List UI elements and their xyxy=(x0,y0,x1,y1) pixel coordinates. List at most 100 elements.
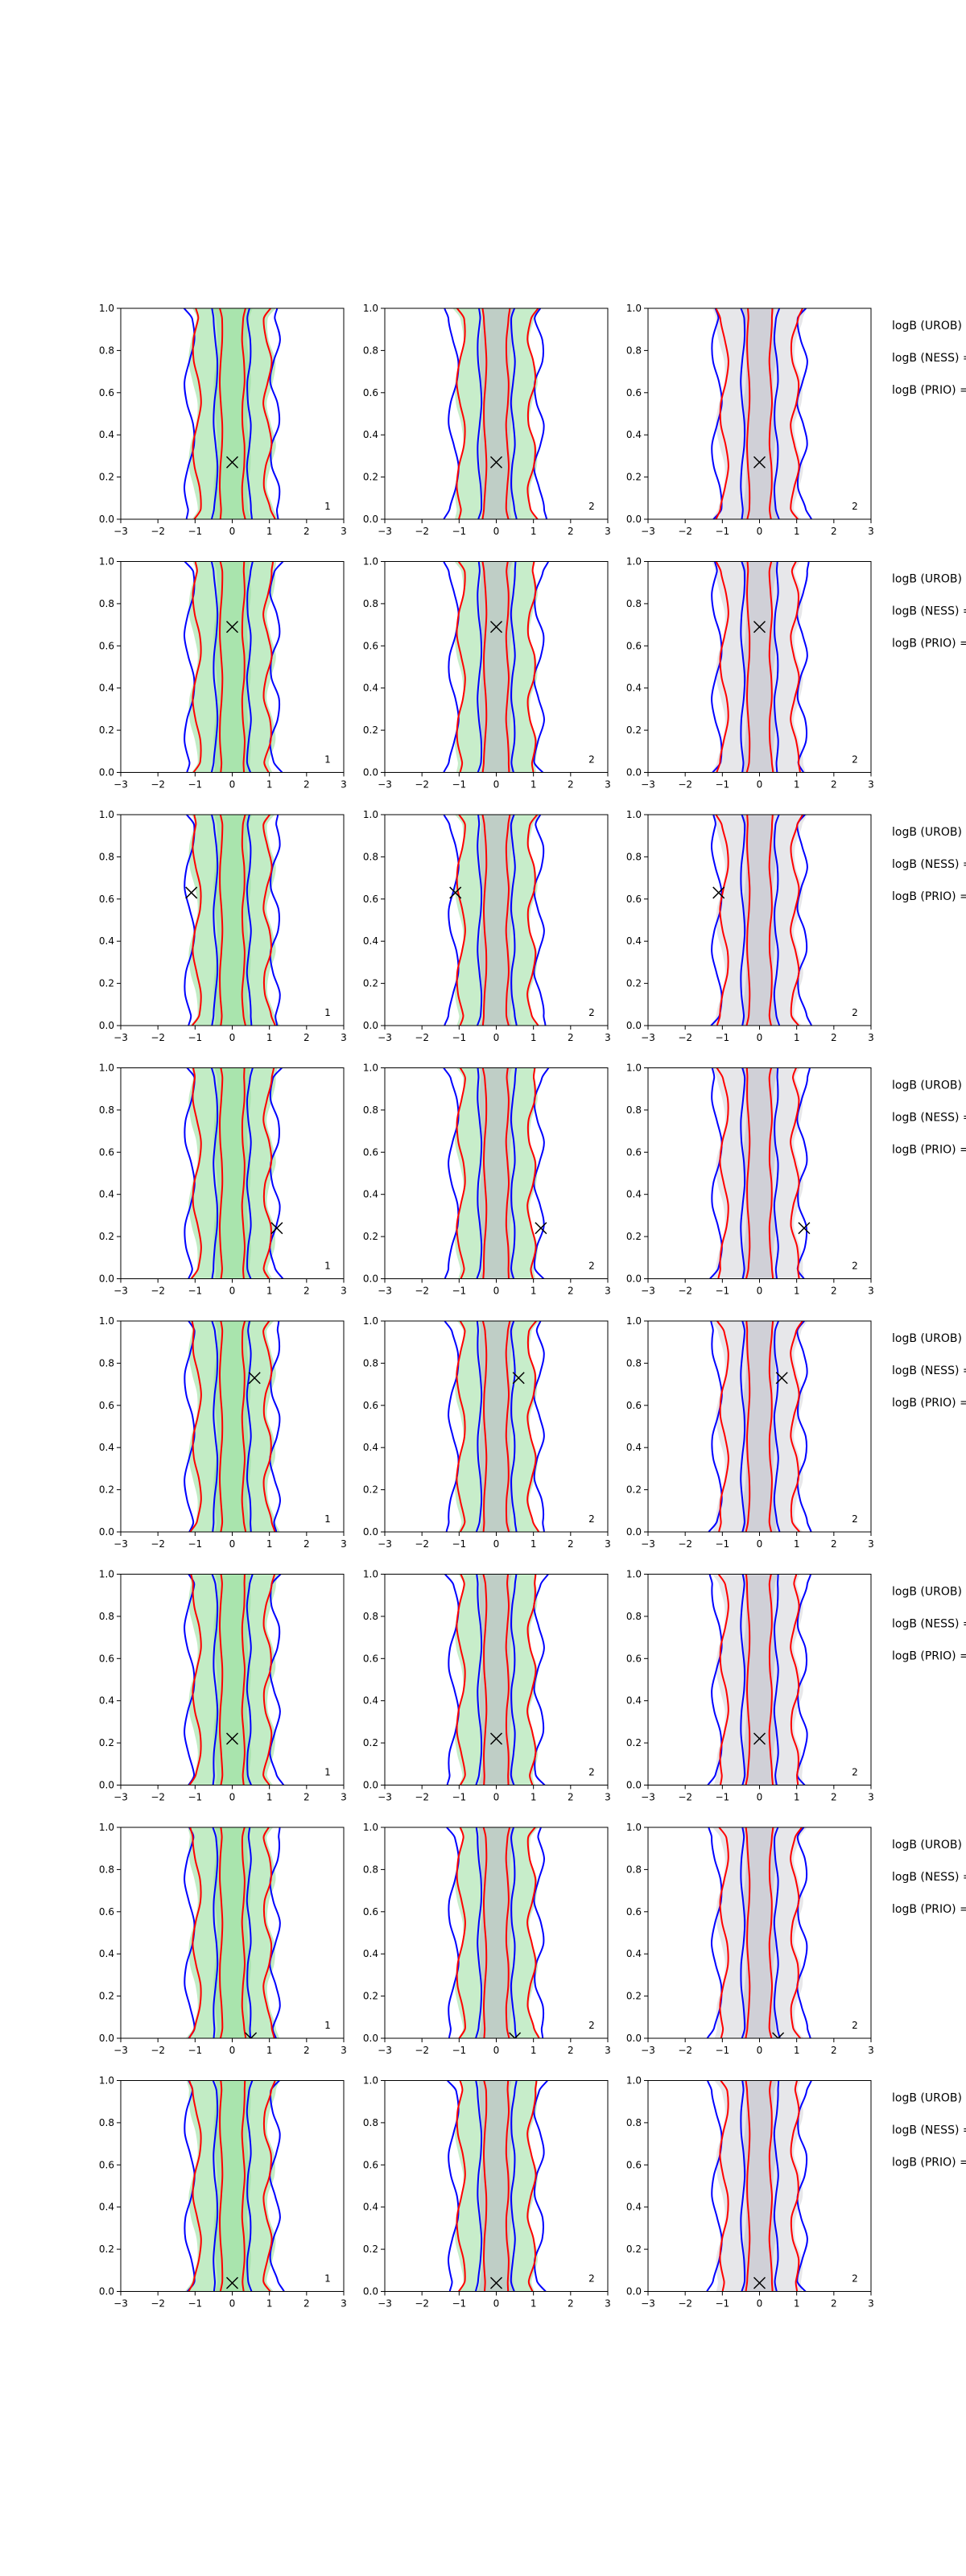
y-tick-label: 0.6 xyxy=(99,1146,114,1158)
panel-number: 1 xyxy=(324,1007,331,1018)
plot-area xyxy=(184,1067,284,1279)
y-tick-label: 0.4 xyxy=(626,1189,642,1200)
panel-r7-c2: −3 −2 −1 0 1 2 3 0.0 0.2 0.4 0.6 0.8 1.0 2 xyxy=(363,1822,611,2056)
y-tick-label: 0.6 xyxy=(99,2159,114,2170)
x-tick-label: −2 xyxy=(151,526,165,537)
y-tick-label: 0.0 xyxy=(626,1274,642,1285)
panel-number: 1 xyxy=(324,754,331,766)
x-tick-label: −3 xyxy=(114,526,128,537)
y-axis: 0.0 0.2 0.4 0.6 0.8 1.0 xyxy=(363,2075,385,2297)
plot-area xyxy=(442,1067,550,1279)
red-contour-outer xyxy=(456,815,539,1026)
x-tick-label: 0 xyxy=(757,2298,763,2310)
marker-x xyxy=(775,1372,788,1385)
x-tick-label: −1 xyxy=(452,2045,466,2056)
blue-contour-outer xyxy=(443,561,550,773)
logB-label: logB (UROB) = xyxy=(892,2092,966,2105)
x-tick-label: −3 xyxy=(114,779,128,791)
logB-label: logB (PRIO) = xyxy=(892,890,966,903)
red-contour-inner xyxy=(219,1827,247,2038)
x-axis: −3 −2 −1 0 1 2 3 xyxy=(378,1278,611,1297)
panel-number: 1 xyxy=(324,501,331,512)
blue-contour-outer xyxy=(443,815,547,1026)
x-tick-label: −2 xyxy=(678,1538,692,1550)
x-axis: −3 −2 −1 0 1 2 3 xyxy=(641,2038,874,2056)
marker-x xyxy=(753,2277,766,2289)
x-tick-label: −3 xyxy=(378,2298,392,2310)
density-fill-inner xyxy=(742,1827,777,2038)
x-tick-label: −1 xyxy=(452,1032,466,1043)
x-tick-label: −1 xyxy=(715,1538,729,1550)
x-axis: −3 −2 −1 0 1 2 3 xyxy=(378,1785,611,1803)
y-tick-label: 0.0 xyxy=(363,2033,378,2044)
x-tick-label: −2 xyxy=(678,2045,692,2056)
x-tick-label: −3 xyxy=(114,1538,128,1550)
red-contour-outer xyxy=(456,2080,538,2292)
panel-number: 2 xyxy=(588,754,595,766)
x-tick-label: −3 xyxy=(378,1032,392,1043)
x-tick-label: 1 xyxy=(794,1538,800,1550)
x-tick-label: 3 xyxy=(605,1792,611,1803)
y-axis: 0.0 0.2 0.4 0.6 0.8 1.0 xyxy=(99,1569,121,1791)
x-tick-label: 1 xyxy=(794,2045,800,2056)
y-tick-label: 1.0 xyxy=(363,556,378,568)
y-tick-label: 0.6 xyxy=(626,894,642,905)
plot-area xyxy=(184,1321,282,1532)
x-tick-label: −3 xyxy=(378,1286,392,1297)
panel-r7-c3: −3 −2 −1 0 1 2 3 0.0 0.2 0.4 0.6 0.8 1.0 2 xyxy=(626,1822,874,2056)
y-tick-label: 0.8 xyxy=(626,2117,642,2128)
panel-number: 1 xyxy=(324,2020,331,2031)
y-tick-label: 1.0 xyxy=(626,1569,642,1580)
x-tick-label: −1 xyxy=(188,1286,202,1297)
x-tick-label: −2 xyxy=(678,1286,692,1297)
blue-contour-inner xyxy=(740,1067,779,1279)
x-tick-label: 1 xyxy=(530,2298,537,2310)
x-tick-label: 2 xyxy=(831,526,837,537)
x-tick-label: 0 xyxy=(229,1286,236,1297)
y-axis: 0.0 0.2 0.4 0.6 0.8 1.0 xyxy=(626,809,648,1031)
x-tick-label: 3 xyxy=(868,526,874,537)
x-tick-label: −3 xyxy=(114,1792,128,1803)
logB-label: logB (UROB) = xyxy=(892,1586,966,1599)
logB-label: logB (NESS) = xyxy=(892,2124,966,2137)
panel-r5-c1: −3 −2 −1 0 1 2 3 0.0 0.2 0.4 0.6 0.8 1.0 1 xyxy=(99,1315,347,1550)
row-3: −3 −2 −1 0 1 2 3 0.0 0.2 0.4 0.6 0.8 1.0 1 −3 −2 −1 0 1 2 3 0… xyxy=(99,809,966,1043)
y-tick-label: 0.6 xyxy=(626,1906,642,1918)
plot-area xyxy=(183,561,284,773)
y-tick-label: 0.2 xyxy=(363,1737,378,1748)
y-tick-label: 1.0 xyxy=(99,1569,114,1580)
x-tick-label: 1 xyxy=(530,1032,537,1043)
y-tick-label: 0.0 xyxy=(363,1274,378,1285)
y-tick-label: 0.2 xyxy=(626,978,642,989)
panel-number: 2 xyxy=(588,501,595,512)
x-tick-label: −1 xyxy=(715,779,729,791)
panel-number: 2 xyxy=(588,1261,595,1272)
y-tick-label: 1.0 xyxy=(626,303,642,314)
x-tick-label: −2 xyxy=(415,2045,429,2056)
logB-label: logB (NESS) = xyxy=(892,1871,966,1884)
blue-contour-inner xyxy=(740,561,779,773)
y-tick-label: 1.0 xyxy=(99,303,114,314)
blue-contour-outer xyxy=(711,561,810,773)
y-tick-label: 0.4 xyxy=(363,429,378,440)
x-tick-label: −2 xyxy=(678,1032,692,1043)
density-fill-inner xyxy=(741,308,778,519)
red-contour-outer xyxy=(715,561,801,773)
panel-number: 2 xyxy=(588,1767,595,1778)
x-tick-label: 0 xyxy=(493,526,500,537)
y-tick-label: 1.0 xyxy=(99,809,114,820)
y-tick-label: 1.0 xyxy=(363,809,378,820)
red-contour-outer xyxy=(715,308,804,519)
y-tick-label: 0.6 xyxy=(626,640,642,651)
x-tick-label: −1 xyxy=(188,1032,202,1043)
y-tick-label: 0.0 xyxy=(626,2286,642,2297)
x-tick-label: 0 xyxy=(493,779,500,791)
x-tick-label: −3 xyxy=(641,1286,655,1297)
logB-label: logB (PRIO) = xyxy=(892,1650,966,1663)
y-tick-label: 0.0 xyxy=(626,1526,642,1538)
plot-area xyxy=(443,308,548,519)
red-contour-inner xyxy=(481,561,510,773)
red-contour-inner xyxy=(218,1067,246,1279)
panel-r5-c3: −3 −2 −1 0 1 2 3 0.0 0.2 0.4 0.6 0.8 1.0 2 xyxy=(626,1315,874,1550)
